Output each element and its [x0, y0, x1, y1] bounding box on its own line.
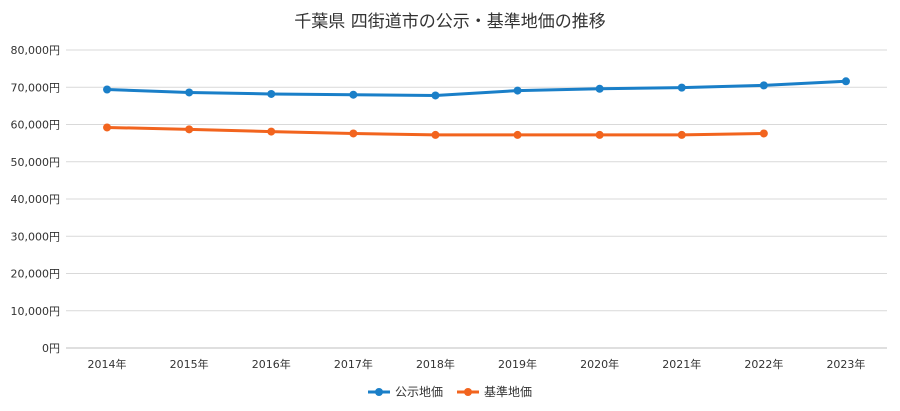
data-point	[513, 86, 522, 95]
legend-label-2: 基準地価	[484, 384, 532, 399]
x-tick-label: 2023年	[826, 357, 865, 371]
legend: 公示地価 基準地価	[368, 384, 532, 399]
data-point	[759, 81, 768, 90]
x-tick-label: 2015年	[170, 357, 209, 371]
y-tick-label: 0円	[42, 342, 60, 355]
data-point	[267, 127, 276, 136]
data-point	[759, 129, 768, 138]
x-tick-label: 2019年	[498, 357, 537, 371]
data-point	[431, 91, 440, 100]
y-tick-label: 30,000円	[11, 230, 61, 243]
data-point	[595, 130, 604, 139]
data-point	[349, 129, 358, 138]
data-point	[677, 83, 686, 92]
y-tick-label: 60,000円	[11, 119, 61, 132]
data-point	[349, 90, 358, 99]
x-tick-label: 2020年	[580, 357, 619, 371]
x-axis-ticks: 2014年 2015年 2016年 2017年 2018年 2019年 2020年 2021年…	[88, 357, 866, 371]
series-group	[103, 77, 850, 139]
data-point	[103, 123, 112, 132]
x-tick-label: 2016年	[252, 357, 291, 371]
grid-lines	[66, 49, 887, 349]
x-tick-label: 2018年	[416, 357, 455, 371]
x-tick-label: 2022年	[744, 357, 783, 371]
data-point	[595, 84, 604, 93]
y-tick-label: 80,000円	[11, 44, 61, 57]
y-tick-label: 40,000円	[11, 193, 61, 206]
data-point	[185, 88, 194, 97]
data-point	[677, 130, 686, 139]
x-tick-label: 2014年	[88, 357, 127, 371]
x-tick-label: 2017年	[334, 357, 373, 371]
y-tick-label: 20,000円	[11, 268, 61, 281]
y-tick-label: 50,000円	[11, 156, 61, 169]
legend-marker	[464, 388, 472, 396]
y-axis-ticks: 0円 10,000円 20,000円 30,000円 40,000円 50,000円 60,…	[11, 44, 61, 355]
x-tick-label: 2021年	[662, 357, 701, 371]
y-tick-label: 10,000円	[11, 305, 61, 318]
legend-marker	[375, 388, 383, 396]
data-point	[103, 85, 112, 94]
data-point	[431, 130, 440, 139]
data-point	[513, 130, 522, 139]
data-point	[841, 77, 850, 86]
data-point	[185, 125, 194, 134]
legend-label-1: 公示地価	[395, 385, 443, 399]
data-point	[267, 89, 276, 98]
chart-title: 千葉県 四街道市の公示・基準地価の推移	[294, 12, 605, 32]
y-tick-label: 70,000円	[11, 81, 61, 94]
series-line-1	[106, 79, 847, 97]
